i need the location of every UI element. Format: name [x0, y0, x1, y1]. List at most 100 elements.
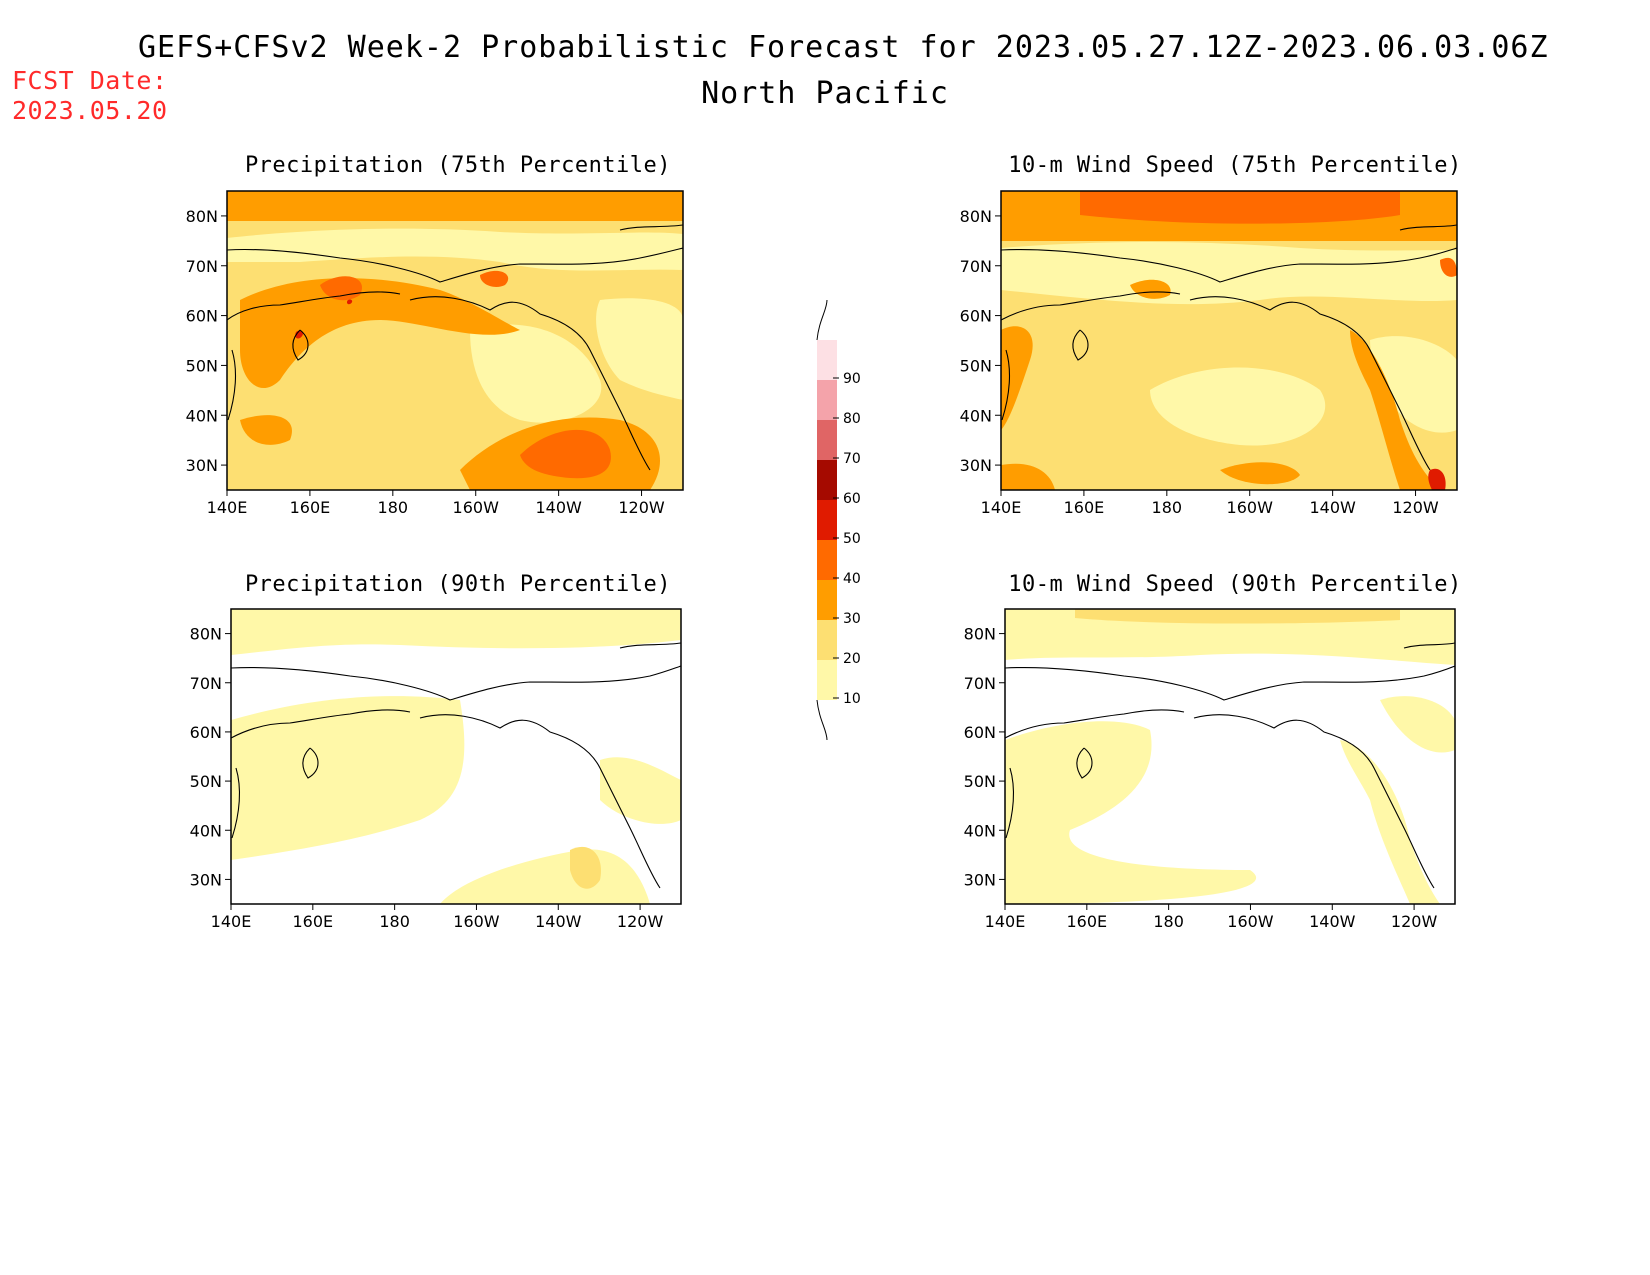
lat-tick-label: 30N — [960, 456, 992, 475]
lon-tick-label: 120W — [1392, 498, 1439, 517]
colorbar-label: 60 — [843, 491, 861, 507]
lon-tick-label: 160E — [292, 912, 333, 931]
map-frame-precip-90 — [230, 608, 682, 905]
lat-tick-label: 60N — [190, 723, 222, 742]
colorbar-label: 30 — [843, 611, 861, 627]
lat-tick-label: 60N — [964, 723, 996, 742]
map-frame-wind-90 — [1004, 608, 1456, 905]
fill-40-50-subtropical — [520, 429, 611, 479]
lon-tick-label: 180 — [1153, 912, 1184, 931]
lon-tick-label: 160W — [453, 912, 500, 931]
fill-10-20-northeast — [1380, 696, 1455, 753]
lon-tick-label: 140E — [981, 498, 1022, 517]
fill-30-40-subtropical — [1220, 462, 1300, 485]
lon-tick-label: 140E — [985, 912, 1026, 931]
lon-tick-label: 120W — [618, 498, 665, 517]
lat-tick-label: 40N — [190, 821, 222, 840]
lat-tick-label: 40N — [964, 821, 996, 840]
colorbar-bottom-tip — [816, 699, 828, 741]
lat-tick-label: 50N — [186, 356, 218, 375]
fill-30-40-bering — [240, 278, 520, 389]
fill-10-20-north — [231, 609, 681, 655]
lon-tick-label: 140W — [535, 912, 582, 931]
colorbar-label: 90 — [843, 371, 861, 387]
map-panel-precip-75: 140E 160E 180 160W 140W 120W 80N 70N 60N 50N 40N 30… — [186, 190, 684, 517]
fill-30-40-nw-pacific — [240, 415, 292, 445]
coastline-precip-90 — [231, 642, 681, 889]
colorbar-top-tip — [816, 299, 828, 341]
lat-tick-label: 40N — [186, 406, 218, 425]
lon-tick-label: 160W — [1227, 912, 1274, 931]
lon-tick-label: 160E — [1064, 498, 1105, 517]
colorbar-swatch — [817, 660, 837, 700]
lon-tick-label: 120W — [1391, 912, 1438, 931]
lon-tick-label: 180 — [379, 912, 410, 931]
colorbar-swatch — [817, 460, 837, 500]
colorbar-label: 40 — [843, 571, 861, 587]
coastline-wind-75 — [1001, 224, 1457, 471]
fill-10-20-central — [1150, 367, 1326, 446]
lon-tick-label: 160E — [290, 498, 331, 517]
lat-tick-label: 80N — [960, 207, 992, 226]
region-subtitle: North Pacific — [701, 76, 949, 111]
fill-40-50-north — [1080, 191, 1400, 224]
lon-tick-label: 140W — [1309, 912, 1356, 931]
colorbar: 90 80 70 60 50 40 30 20 10 — [816, 299, 861, 741]
colorbar-swatch — [817, 620, 837, 660]
lat-tick-label: 70N — [960, 257, 992, 276]
panel-title-wind-75: 10-m Wind Speed (75th Percentile) — [1008, 153, 1462, 178]
coastline-wind-90 — [1005, 642, 1455, 889]
fill-20-30-subtropical — [570, 846, 601, 889]
lat-tick-label: 60N — [186, 307, 218, 326]
lat-tick-label: 30N — [964, 870, 996, 889]
fill-10-20-southwest — [1005, 721, 1257, 904]
lat-tick-label: 70N — [190, 674, 222, 693]
fill-50-60-baja — [1428, 468, 1446, 490]
lat-tick-label: 60N — [960, 307, 992, 326]
colorbar-swatch — [817, 540, 837, 580]
lat-tick-label: 50N — [960, 356, 992, 375]
main-title: GEFS+CFSv2 Week-2 Probabilistic Forecast… — [138, 30, 1549, 65]
colorbar-label: 70 — [843, 451, 861, 467]
forecast-date-block: FCST Date: 2023.05.20 — [12, 66, 168, 126]
colorbar-swatch — [817, 580, 837, 620]
forecast-date-label: FCST Date: — [12, 66, 168, 95]
map-panel-wind-90: 140E 160E 180 160W 140W 120W 80N 70N 60N 50N 40N 30… — [964, 608, 1456, 931]
lat-tick-label: 70N — [186, 257, 218, 276]
lon-tick-label: 140E — [207, 498, 248, 517]
fill-10-20-west — [231, 696, 465, 860]
axis-ticks-precip-75: 140E 160E 180 160W 140W 120W 80N 70N 60N 50N 40N 30… — [186, 207, 665, 517]
fill-10-20-coast — [1340, 740, 1440, 904]
map-frame-wind-75 — [1000, 190, 1458, 491]
lat-tick-label: 30N — [190, 870, 222, 889]
lon-tick-label: 140W — [535, 498, 582, 517]
map-panel-wind-75: 140E 160E 180 160W 140W 120W 80N 70N 60N 50N 40N 30… — [960, 190, 1458, 517]
fill-40-50-northeast — [1440, 257, 1457, 277]
axis-ticks-wind-75: 140E 160E 180 160W 140W 120W 80N 70N 60N 50N 40N 30… — [960, 207, 1439, 517]
fill-10-20-west-coast — [596, 298, 683, 400]
colorbar-label: 20 — [843, 651, 861, 667]
fill-30-40-coast — [1350, 330, 1440, 490]
fill-10-20-west-coast — [1370, 336, 1457, 433]
lon-tick-label: 140W — [1309, 498, 1356, 517]
fill-20-30-north — [1075, 609, 1400, 624]
lat-tick-label: 80N — [186, 207, 218, 226]
map-panel-precip-90: 140E 160E 180 160W 140W 120W 80N 70N 60N 50N 40N 30… — [190, 608, 682, 931]
fill-10-20-coast — [600, 757, 681, 824]
fill-30-40-bering — [1130, 279, 1171, 299]
colorbar-swatch — [817, 380, 837, 420]
lat-tick-label: 70N — [964, 674, 996, 693]
fill-30-40-japan — [1001, 326, 1033, 430]
fill-50-60-aleutian — [346, 299, 353, 305]
lon-tick-label: 140E — [211, 912, 252, 931]
lat-tick-label: 50N — [964, 772, 996, 791]
lat-tick-label: 80N — [190, 625, 222, 644]
lon-tick-label: 160E — [1066, 912, 1107, 931]
lat-tick-label: 40N — [960, 406, 992, 425]
lat-tick-label: 80N — [964, 625, 996, 644]
fill-10-20-arctic — [227, 228, 683, 271]
fill-10-20-gulf — [470, 324, 602, 423]
colorbar-label: 80 — [843, 411, 861, 427]
coastline-precip-75 — [227, 224, 683, 471]
